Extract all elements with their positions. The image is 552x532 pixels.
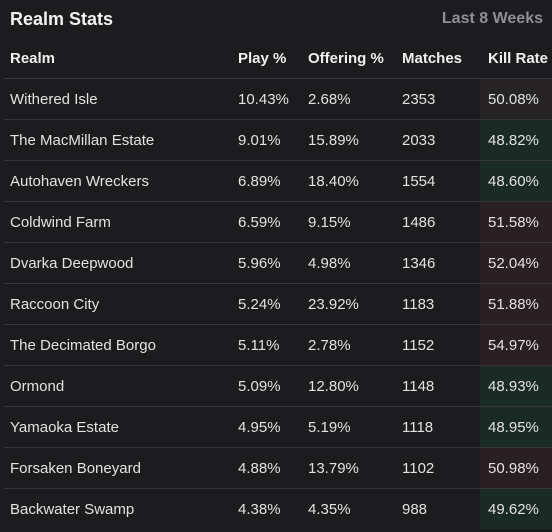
realm-name-cell: Raccoon City — [4, 283, 238, 325]
table-row: Ormond 5.09% 12.80% 1148 48.93% — [4, 365, 552, 407]
play-percent-cell: 6.89% — [238, 160, 308, 202]
table-row: Raccoon City 5.24% 23.92% 1183 51.88% — [4, 283, 552, 325]
matches-cell: 1554 — [402, 160, 480, 202]
play-percent-cell: 10.43% — [238, 78, 308, 120]
column-header-matches[interactable]: Matches — [402, 38, 480, 79]
offering-percent-cell: 18.40% — [308, 160, 402, 202]
offering-percent-cell: 12.80% — [308, 365, 402, 407]
play-percent-cell: 4.95% — [238, 406, 308, 448]
period-label: Last 8 Weeks — [441, 10, 543, 27]
realm-name-cell: Ormond — [4, 365, 238, 407]
kill-rate-cell: 51.58% — [480, 201, 552, 243]
realm-name-cell: Autohaven Wreckers — [4, 160, 238, 202]
offering-percent-cell: 5.19% — [308, 406, 402, 448]
offering-percent-cell: 13.79% — [308, 447, 402, 489]
kill-rate-cell: 50.98% — [480, 447, 552, 489]
table-row: Yamaoka Estate 4.95% 5.19% 1118 48.95% — [4, 406, 552, 448]
matches-cell: 1118 — [402, 406, 480, 448]
matches-cell: 1152 — [402, 324, 480, 366]
kill-rate-cell: 51.88% — [480, 283, 552, 325]
matches-cell: 988 — [402, 500, 428, 518]
column-header-realm[interactable]: Realm — [4, 38, 238, 79]
matches-cell: 2353 — [402, 78, 480, 120]
kill-rate-cell: 52.04% — [480, 242, 552, 284]
realm-name-cell: Dvarka Deepwood — [4, 242, 238, 284]
offering-percent-cell: 4.98% — [308, 242, 402, 284]
play-percent-cell: 4.88% — [238, 447, 308, 489]
realm-name-cell: The Decimated Borgo — [4, 324, 238, 366]
column-header-play[interactable]: Play % — [238, 38, 308, 79]
kill-rate-cell: 49.62% — [480, 488, 552, 529]
column-header-kill-rate[interactable]: Kill Rate — [480, 38, 552, 79]
matches-cell: 1102 — [402, 447, 480, 489]
table-row: Backwater Swamp 4.38% 4.35% 988 49.62% — [4, 488, 552, 529]
table-row: Forsaken Boneyard 4.88% 13.79% 1102 50.98% — [4, 447, 552, 489]
table-row: The MacMillan Estate 9.01% 15.89% 2033 48.82… — [4, 119, 552, 161]
realm-name-cell: Withered Isle — [4, 78, 238, 120]
matches-cell: 1148 — [402, 365, 480, 407]
kill-rate-cell: 48.93% — [480, 365, 552, 407]
kill-rate-cell: 48.95% — [480, 406, 552, 448]
realm-name-cell: The MacMillan Estate — [4, 119, 238, 161]
realm-name-cell: Yamaoka Estate — [4, 406, 238, 448]
realm-name-cell: Forsaken Boneyard — [4, 447, 238, 489]
play-percent-cell: 5.24% — [238, 283, 308, 325]
table-row: Dvarka Deepwood 5.96% 4.98% 1346 52.04% — [4, 242, 552, 284]
play-percent-cell: 6.59% — [238, 201, 308, 243]
realm-stats-table: Realm Play % Offering % Matches Kill Rat… — [4, 38, 552, 529]
play-percent-cell: 5.09% — [238, 365, 308, 407]
offering-percent-cell: 23.92% — [308, 283, 402, 325]
kill-rate-cell: 48.82% — [480, 119, 552, 161]
matches-cell: 2033 — [402, 119, 480, 161]
table-row: Autohaven Wreckers 6.89% 18.40% 1554 48.60% — [4, 160, 552, 202]
offering-percent-cell: 9.15% — [308, 201, 402, 243]
table-row: Withered Isle 10.43% 2.68% 2353 50.08% — [4, 78, 552, 120]
realm-name-cell: Coldwind Farm — [4, 201, 238, 243]
table-header-row: Realm Play % Offering % Matches Kill Rat… — [4, 38, 552, 79]
kill-rate-cell: 48.60% — [480, 160, 552, 202]
play-percent-cell: 9.01% — [238, 119, 308, 161]
play-percent-cell: 5.96% — [238, 242, 308, 284]
offering-percent-cell: 2.68% — [308, 78, 402, 120]
offering-percent-cell: 15.89% — [308, 119, 402, 161]
offering-percent-cell: 2.78% — [308, 324, 402, 366]
column-header-offering[interactable]: Offering % — [308, 38, 402, 79]
panel-header: Realm Stats Last 8 Weeks — [0, 0, 552, 38]
table-row: The Decimated Borgo 5.11% 2.78% 1152 54.97% — [4, 324, 552, 366]
matches-cell: 1183 — [402, 283, 480, 325]
kill-rate-cell: 50.08% — [480, 78, 552, 120]
panel-title: Realm Stats — [10, 8, 114, 29]
offering-percent-cell: 4.35% — [308, 500, 351, 518]
table-row: Coldwind Farm 6.59% 9.15% 1486 51.58% — [4, 201, 552, 243]
matches-cell: 1486 — [402, 201, 480, 243]
play-percent-cell: 4.38% — [238, 500, 281, 518]
matches-cell: 1346 — [402, 242, 480, 284]
play-percent-cell: 5.11% — [238, 324, 308, 366]
kill-rate-cell: 54.97% — [480, 324, 552, 366]
realm-name-cell: Backwater Swamp — [10, 500, 135, 518]
